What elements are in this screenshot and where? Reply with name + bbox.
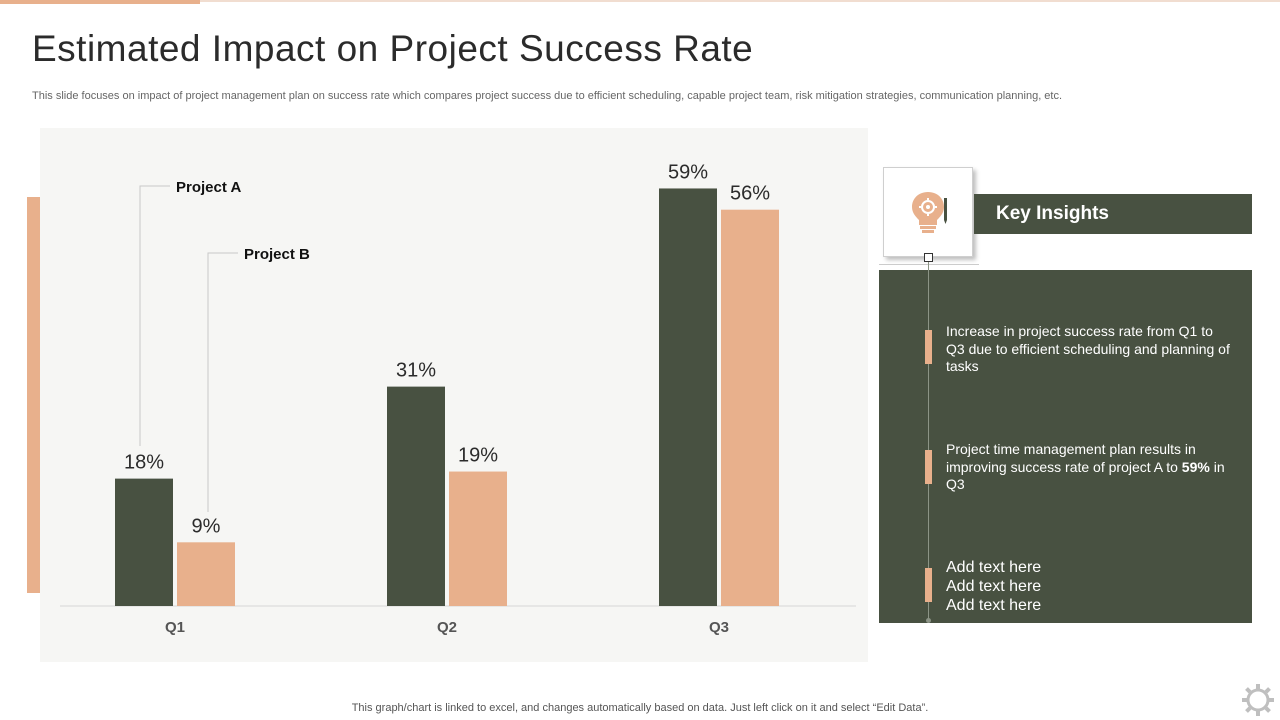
data-label: 19%	[458, 445, 498, 467]
top-accent-bar	[0, 0, 200, 4]
data-label: 18%	[124, 452, 164, 474]
bar-project-b-q1[interactable]	[177, 542, 235, 606]
legend-label-project-a: Project A	[176, 179, 241, 196]
chart-panel[interactable]: 18% 9% Q1 31% 19% Q2 59% 56% Q3 Project A Project …	[40, 128, 868, 662]
placeholder-line: Add text here	[946, 559, 1042, 576]
page-subtitle: This slide focuses on impact of project …	[32, 90, 1063, 102]
placeholder-line: Add text here	[946, 597, 1042, 614]
key-insights-title: Key Insights	[996, 203, 1109, 224]
data-label: 31%	[396, 360, 436, 382]
insight-icon-box	[883, 167, 973, 257]
data-label: 56%	[730, 183, 770, 205]
bar-project-a-q1[interactable]	[115, 478, 173, 606]
bar-project-b-q3[interactable]	[721, 209, 779, 606]
x-tick-label: Q2	[437, 619, 457, 636]
decorative-left-strip	[27, 197, 41, 593]
timeline-line	[928, 262, 929, 620]
key-insights-panel	[879, 270, 1252, 623]
top-border-line	[0, 0, 1280, 2]
insight-text-2: Project time management plan results in …	[946, 441, 1231, 494]
page-title: Estimated Impact on Project Success Rate	[32, 28, 754, 69]
insight-marker-2	[925, 450, 932, 484]
insight-marker-3	[925, 568, 932, 602]
key-insights-header: Key Insights	[974, 194, 1252, 234]
bar-project-a-q2[interactable]	[387, 386, 445, 606]
bar-project-b-q2[interactable]	[449, 471, 507, 606]
gear-icon	[1242, 684, 1274, 716]
legend-callout-line	[207, 252, 238, 512]
data-label: 59%	[668, 161, 708, 183]
data-label: 9%	[192, 515, 221, 537]
bar-chart[interactable]: 18% 9% Q1 31% 19% Q2 59% 56% Q3 Project A Project …	[40, 128, 868, 662]
legend-callout-line	[139, 185, 170, 446]
legend-label-project-b: Project B	[244, 246, 310, 263]
insight-text-2-part: Project time management plan results in …	[946, 441, 1196, 475]
insight-text-2-end: in Q3	[946, 458, 1225, 493]
bar-project-a-q3[interactable]	[659, 188, 717, 606]
insight-text-3: Add text here Add text here Add text her…	[946, 558, 1231, 615]
insight-marker-1	[925, 330, 932, 364]
divider-line	[879, 264, 979, 265]
x-tick-label: Q3	[709, 619, 729, 636]
lightbulb-gear-icon	[912, 192, 947, 233]
timeline-node	[924, 253, 933, 262]
insight-text-2-bold: 59%	[1181, 458, 1210, 475]
insight-text-1: Increase in project success rate from Q1…	[946, 323, 1230, 374]
timeline-end-dot	[926, 618, 931, 623]
placeholder-line: Add text here	[946, 578, 1042, 595]
footer-note: This graph/chart is linked to excel, and…	[351, 702, 929, 714]
x-tick-label: Q1	[165, 619, 185, 636]
